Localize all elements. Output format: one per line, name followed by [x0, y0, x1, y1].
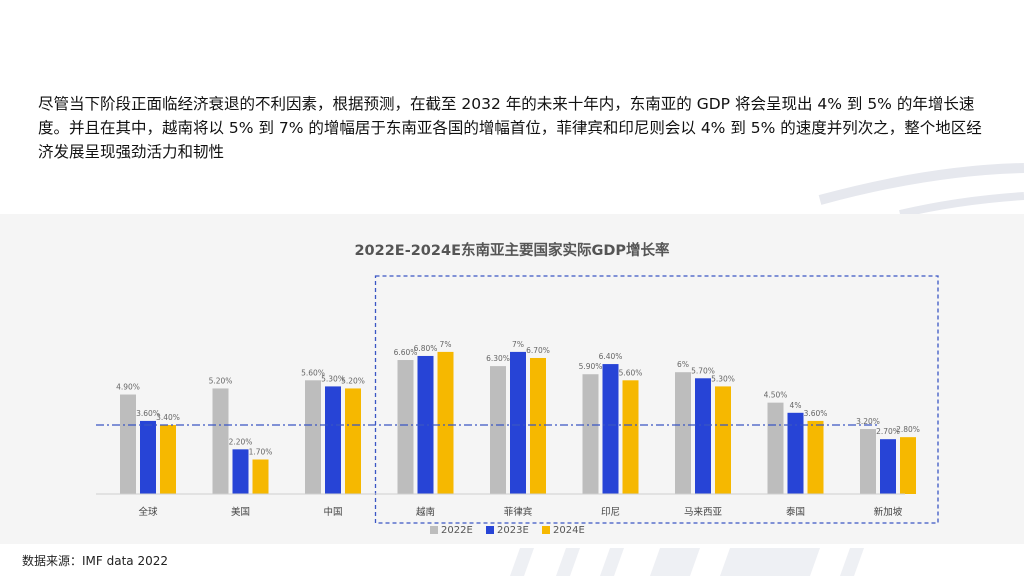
bar-2022E-马来西亚 [675, 372, 691, 494]
bar-2022E-印尼 [582, 374, 599, 494]
value-label-2024E-马来西亚: 5.30% [711, 374, 735, 383]
value-label-2023E-中国: 5.30% [321, 374, 345, 383]
legend-swatch-2022E [430, 526, 438, 534]
chart-panel: 2022E-2024E东南亚主要国家实际GDP增长率 4.90% 5.20% 5.6… [0, 214, 1024, 544]
category-label-菲律宾: 菲律宾 [504, 506, 533, 518]
value-label-2022E-马来西亚: 6% [677, 360, 689, 369]
category-label-美国: 美国 [231, 506, 250, 518]
value-label-2023E-泰国: 4% [790, 401, 802, 410]
category-label-中国: 中国 [323, 506, 342, 518]
value-label-2023E-美国: 2.20% [229, 437, 253, 446]
bar-2024E-泰国 [807, 420, 824, 494]
bar-2024E-新加坡 [900, 437, 916, 494]
value-label-2023E-印尼: 6.40% [599, 352, 623, 361]
bar-2024E-菲律宾 [530, 357, 546, 494]
value-label-2022E-泰国: 4.50% [764, 391, 788, 400]
bar-2022E-泰国 [767, 402, 784, 494]
value-label-2022E-印尼: 5.90% [579, 362, 603, 371]
bar-2022E-菲律宾 [490, 366, 506, 494]
data-source: 数据来源：IMF data 2022 [22, 554, 168, 568]
value-label-2023E-菲律宾: 7% [512, 340, 524, 349]
bar-2022E-全球 [120, 394, 136, 494]
bar-2024E-美国 [252, 459, 269, 494]
legend-label-2022E: 2022E [441, 525, 473, 536]
bar-2022E-美国 [212, 388, 229, 494]
legend-label-2024E: 2024E [553, 525, 585, 536]
value-label-2024E-新加坡: 2.80% [896, 425, 920, 434]
legend-swatch-2023E [486, 526, 494, 534]
bar-2023E-美国 [232, 449, 249, 494]
value-label-2023E-越南: 6.80% [414, 344, 438, 353]
value-label-2022E-菲律宾: 6.30% [486, 354, 510, 363]
category-label-新加坡: 新加坡 [874, 506, 903, 518]
value-label-2023E-全球: 3.60% [136, 409, 160, 418]
value-label-2022E-中国: 5.60% [301, 368, 325, 377]
bar-2022E-中国 [305, 380, 321, 494]
bar-2023E-印尼 [602, 364, 619, 494]
value-label-2022E-全球: 4.90% [116, 383, 140, 392]
intro-paragraph: 尽管当下阶段正面临经济衰退的不利因素，根据预测，在截至 2032 年的未来十年内… [38, 95, 982, 161]
value-label-2023E-新加坡: 2.70% [876, 427, 900, 436]
gdp-growth-bar-chart: 2022E-2024E东南亚主要国家实际GDP增长率 4.90% 5.20% 5.6… [96, 241, 939, 536]
value-label-2022E-美国: 5.20% [209, 376, 233, 385]
bar-2023E-越南 [417, 355, 434, 494]
category-label-全球: 全球 [138, 506, 158, 518]
bar-2023E-中国 [325, 386, 341, 494]
bar-2024E-印尼 [622, 380, 639, 494]
highlight-box [374, 275, 939, 524]
legend-label-2023E: 2023E [497, 525, 529, 536]
legend-swatch-2024E [542, 526, 550, 534]
value-label-2024E-菲律宾: 6.70% [526, 346, 550, 355]
bar-2023E-菲律宾 [510, 351, 526, 494]
bar-2023E-马来西亚 [695, 378, 711, 494]
value-label-2024E-中国: 5.20% [341, 376, 365, 385]
bar-2023E-泰国 [787, 412, 804, 494]
bar-2024E-马来西亚 [715, 386, 731, 494]
bar-2023E-全球 [140, 420, 156, 494]
value-label-2024E-全球: 3.40% [156, 413, 180, 422]
category-label-泰国: 泰国 [786, 506, 805, 518]
bar-2024E-中国 [345, 388, 361, 494]
category-label-马来西亚: 马来西亚 [684, 507, 723, 518]
value-label-2024E-美国: 1.70% [249, 447, 273, 456]
value-label-2024E-泰国: 3.60% [804, 409, 828, 418]
chart-title: 2022E-2024E东南亚主要国家实际GDP增长率 [354, 241, 670, 259]
value-label-2024E-印尼: 5.60% [619, 368, 643, 377]
bar-2022E-新加坡 [860, 429, 876, 494]
bar-2023E-新加坡 [880, 439, 896, 494]
value-label-2022E-越南: 6.60% [394, 348, 418, 357]
value-label-2023E-马来西亚: 5.70% [691, 366, 715, 375]
bar-2024E-全球 [160, 424, 176, 494]
category-label-印尼: 印尼 [601, 506, 620, 518]
bar-2024E-越南 [437, 351, 454, 494]
bar-2022E-越南 [397, 360, 414, 494]
value-label-2024E-越南: 7% [440, 340, 452, 349]
category-label-越南: 越南 [416, 506, 435, 518]
value-label-2022E-新加坡: 3.20% [856, 417, 880, 426]
